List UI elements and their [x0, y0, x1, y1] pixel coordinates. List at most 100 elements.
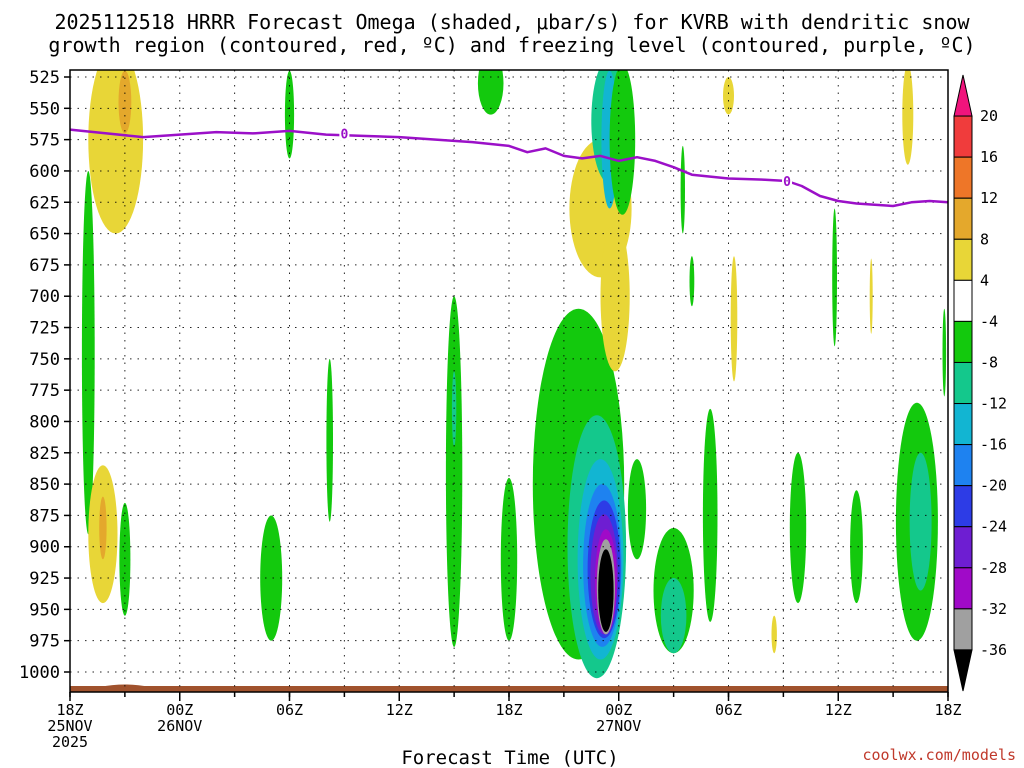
- colorbar-label-1: 16: [980, 148, 998, 166]
- y-tick-label-1000: 1000: [19, 663, 60, 683]
- colorbar-label-7: -12: [980, 395, 1007, 413]
- x-tick-label-48-0: 18Z: [934, 701, 961, 719]
- omega-region-6: [260, 515, 283, 641]
- colorbar-label-6: -8: [980, 353, 998, 371]
- pressure-axis: 525 550 575 600 625 650 675 700 725 750 775 800 825 8…: [19, 68, 70, 683]
- x-tick-label-24-0: 18Z: [495, 701, 522, 719]
- y-tick-label-625: 625: [29, 193, 60, 213]
- y-tick-label-725: 725: [29, 319, 60, 339]
- x-tick-label-0-2: 2025: [52, 733, 88, 751]
- colorbar-bin-10: [953, 485, 973, 528]
- omega-region-32: [689, 256, 695, 307]
- x-tick-label-0-0: 18Z: [56, 701, 83, 719]
- y-tick-label-600: 600: [29, 162, 60, 182]
- x-tick-label-12-0: 06Z: [276, 701, 303, 719]
- x-tick-label-30-1: 27NOV: [596, 717, 641, 735]
- x-tick-label-18-0: 12Z: [386, 701, 413, 719]
- omega-region-37: [832, 208, 837, 347]
- colorbar-label-11: -28: [980, 559, 1007, 577]
- omega-region-23: [600, 221, 630, 372]
- freezing-level-label-0: 0: [340, 127, 348, 142]
- colorbar-bottom-triangle: [953, 649, 973, 692]
- y-tick-label-900: 900: [29, 538, 60, 558]
- colorbar-bin-2: [953, 156, 973, 199]
- freezing-level-contour: 00: [69, 125, 949, 208]
- omega-region-12: [477, 70, 504, 115]
- colorbar-label-8: -16: [980, 436, 1007, 454]
- y-tick-label-850: 850: [29, 475, 60, 495]
- omega-region-43: [942, 308, 947, 397]
- y-tick-label-700: 700: [29, 287, 60, 307]
- omega-region-31: [680, 145, 685, 234]
- omega-region-7: [284, 70, 295, 159]
- credit-text: coolwx.com/models: [862, 746, 1016, 764]
- y-tick-label-800: 800: [29, 412, 60, 432]
- y-tick-label-650: 650: [29, 225, 60, 245]
- omega-region-27: [627, 459, 647, 560]
- terrain-band: [70, 686, 948, 692]
- omega-region-5: [119, 502, 131, 616]
- freezing-label-bg-0: [339, 125, 350, 141]
- omega-region-42: [902, 70, 914, 165]
- omega-region-4: [99, 496, 107, 560]
- y-tick-label-575: 575: [29, 131, 60, 151]
- colorbar-bin-12: [953, 567, 973, 610]
- colorbar-label-5: -4: [980, 312, 998, 330]
- omega-region-29: [660, 578, 687, 654]
- omega-region-38: [850, 490, 863, 604]
- y-tick-label-875: 875: [29, 506, 60, 526]
- omega-region-21: [598, 549, 614, 632]
- omega-region-33: [723, 77, 734, 115]
- omega-region-34: [730, 256, 738, 382]
- freezing-label-bg-1: [782, 172, 793, 188]
- y-tick-label-925: 925: [29, 569, 60, 589]
- omega-colorbar: 20 16 12 8 4 -4 -8 -12 -16 -20 -24 -28 -32 -36: [953, 74, 1007, 692]
- omega-region-36: [789, 452, 807, 604]
- colorbar-bin-4: [953, 238, 973, 281]
- colorbar-bin-9: [953, 444, 973, 487]
- omega-region-30: [702, 408, 718, 622]
- x-axis-label: Forecast Time (UTC): [401, 747, 618, 768]
- colorbar-top-triangle: [953, 74, 973, 117]
- colorbar-label-4: 4: [980, 271, 989, 289]
- colorbar-label-2: 12: [980, 189, 998, 207]
- chart-title-line-2: growth region (contoured, red, ºC) and f…: [48, 33, 975, 57]
- colorbar-label-13: -36: [980, 641, 1007, 659]
- colorbar-bin-13: [953, 608, 973, 651]
- chart-title-line-1: 2025112518 HRRR Forecast Omega (shaded, …: [54, 10, 970, 34]
- omega-region-39: [869, 258, 873, 334]
- x-tick-label-6-1: 26NOV: [157, 717, 202, 735]
- omega-region-2: [118, 70, 132, 134]
- omega-region-35: [771, 615, 777, 654]
- omega-region-0: [81, 171, 95, 535]
- grid-lines: [70, 70, 948, 692]
- colorbar-bin-7: [953, 361, 973, 405]
- colorbar-label-0: 20: [980, 107, 998, 125]
- freezing-level-line: [69, 128, 949, 208]
- y-tick-label-775: 775: [29, 381, 60, 401]
- colorbar-label-10: -24: [980, 518, 1007, 536]
- omega-region-11: [500, 477, 518, 641]
- y-tick-label-750: 750: [29, 350, 60, 370]
- x-tick-label-30-0: 00Z: [605, 701, 632, 719]
- omega-region-8: [326, 358, 334, 522]
- x-tick-label-36-0: 06Z: [715, 701, 742, 719]
- colorbar-bin-1: [953, 115, 973, 158]
- y-tick-label-675: 675: [29, 256, 60, 276]
- x-tick-label-6-0: 00Z: [166, 701, 193, 719]
- omega-features: [81, 70, 947, 679]
- colorbar-bin-5: [953, 279, 973, 322]
- omega-region-26: [609, 70, 636, 215]
- colorbar-bin-11: [953, 526, 973, 569]
- x-tick-label-0-1: 25NOV: [47, 717, 92, 735]
- omega-region-41: [909, 452, 932, 591]
- colorbar-label-9: -20: [980, 477, 1007, 495]
- x-tick-label-42-0: 12Z: [825, 701, 852, 719]
- y-tick-label-825: 825: [29, 444, 60, 464]
- omega-shaded-field: [81, 70, 947, 679]
- y-tick-label-975: 975: [29, 632, 60, 652]
- omega-region-9: [445, 296, 463, 647]
- colorbar-bin-8: [953, 403, 973, 446]
